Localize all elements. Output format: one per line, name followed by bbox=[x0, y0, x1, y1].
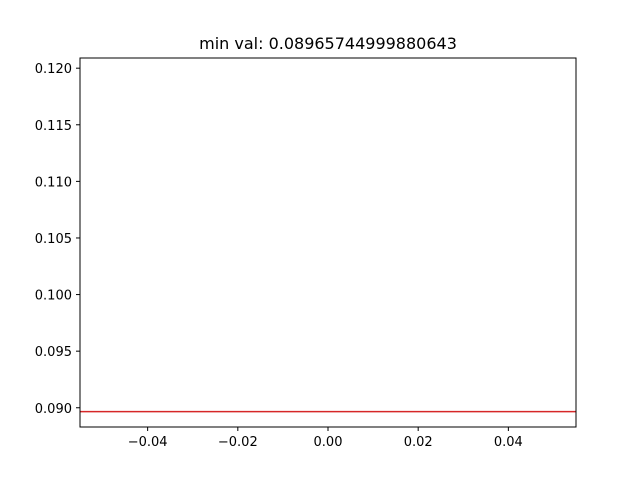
y-tick-label: 0.110 bbox=[35, 175, 72, 190]
x-tick-label: 0.00 bbox=[314, 435, 343, 450]
chart-title: min val: 0.08965744999880643 bbox=[199, 34, 457, 53]
y-tick-label: 0.100 bbox=[35, 289, 72, 304]
x-tick-label: −0.04 bbox=[128, 435, 168, 450]
y-tick-label: 0.095 bbox=[35, 345, 72, 360]
y-tick-label: 0.115 bbox=[35, 119, 72, 134]
y-axis: 0.090 0.095 0.100 0.105 0.110 0.115 0.120 bbox=[35, 62, 80, 417]
x-tick-label: −0.02 bbox=[218, 435, 258, 450]
x-axis: −0.04 −0.02 0.00 0.02 0.04 bbox=[128, 427, 523, 450]
x-tick-label: 0.04 bbox=[494, 435, 523, 450]
y-tick-label: 0.105 bbox=[35, 232, 72, 247]
axes-frame bbox=[79, 57, 577, 428]
y-tick-label: 0.120 bbox=[35, 62, 72, 77]
x-tick-label: 0.02 bbox=[404, 435, 433, 450]
y-tick-label: 0.090 bbox=[35, 402, 72, 417]
